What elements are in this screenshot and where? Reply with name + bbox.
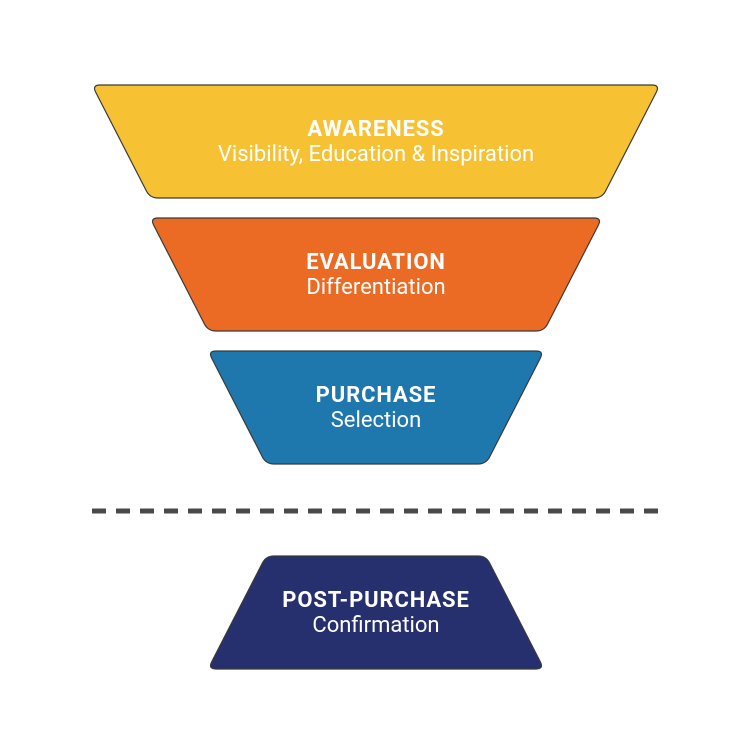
funnel-stage-purchase [211, 351, 542, 464]
funnel-svg [0, 0, 752, 752]
funnel-stage-awareness [95, 85, 658, 198]
funnel-stage-evaluation [153, 218, 600, 331]
funnel-stage-post-purchase [211, 556, 542, 669]
funnel-diagram: AWARENESSVisibility, Education & Inspira… [0, 0, 752, 752]
